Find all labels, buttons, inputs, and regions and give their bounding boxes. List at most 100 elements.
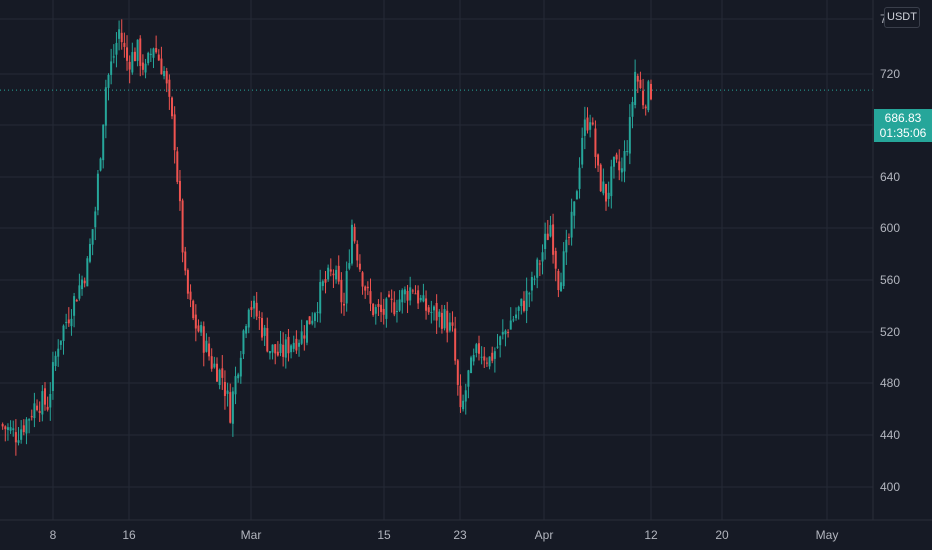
candle-body [573, 201, 576, 216]
candle-body [181, 200, 184, 253]
candle-body [245, 326, 248, 334]
candle-body [126, 47, 129, 61]
candle-body [300, 331, 303, 344]
candle-body [282, 344, 285, 357]
candle-body [75, 299, 78, 302]
candle-body [171, 97, 174, 117]
candle-body [472, 355, 475, 362]
candle-body [549, 225, 552, 237]
candle-body [305, 320, 308, 343]
candle-body [112, 56, 115, 58]
candle-body [239, 357, 242, 377]
candle-body [343, 303, 346, 306]
candle-body [139, 38, 142, 66]
candle-body [480, 356, 483, 358]
candle-body [9, 427, 12, 431]
candle-body [78, 285, 81, 299]
candle-body [419, 297, 422, 301]
candle-body [59, 340, 62, 345]
candle-body [218, 369, 221, 386]
candle-body [165, 71, 168, 84]
candle-body [626, 151, 629, 153]
candle-body [247, 309, 250, 328]
candle-body [390, 298, 393, 300]
candle-body [319, 282, 322, 314]
x-tick-label: 16 [122, 528, 136, 542]
candle-body [607, 192, 610, 199]
candle-body [308, 316, 311, 325]
candle-body [628, 117, 631, 154]
y-tick-label: 600 [880, 221, 900, 235]
candle-body [533, 278, 536, 280]
candle-body [499, 336, 502, 346]
candle-body [14, 432, 17, 443]
candle-body [377, 303, 380, 307]
candle-body [443, 309, 446, 329]
candle-body [88, 244, 91, 262]
x-tick-label: 12 [644, 528, 658, 542]
candle-body [33, 403, 36, 419]
y-tick-label: 720 [880, 67, 900, 81]
candle-body [25, 419, 28, 434]
candle-body [393, 302, 396, 315]
candle-body [372, 303, 375, 316]
candle-body [157, 54, 160, 61]
candle-body [86, 258, 89, 287]
candle-body [303, 335, 306, 339]
candle-body [509, 320, 512, 330]
candle-body [612, 156, 615, 167]
candle-body [562, 251, 565, 287]
candle-body [358, 263, 361, 270]
chart-grid [0, 0, 873, 520]
candle-body [155, 48, 158, 53]
candle-body [210, 356, 213, 369]
candle-body [120, 32, 123, 43]
candle-body [456, 360, 459, 385]
candle-body [284, 339, 287, 358]
candle-body [38, 410, 41, 414]
candle-body [552, 224, 555, 255]
candle-body [515, 314, 518, 319]
candle-body [258, 317, 261, 319]
candle-body [454, 328, 457, 361]
candle-body [634, 71, 637, 106]
candle-body [425, 298, 428, 311]
candle-body [414, 293, 417, 295]
candle-body [459, 385, 462, 408]
candle-body [118, 29, 121, 39]
candle-body [488, 356, 491, 367]
candle-body [266, 328, 269, 352]
candle-body [451, 322, 454, 326]
candle-body [160, 58, 163, 75]
candle-body [163, 70, 166, 77]
candle-body [91, 229, 94, 245]
candle-body [324, 279, 327, 283]
candle-body [46, 406, 49, 410]
candle-body [83, 280, 86, 284]
candle-body [22, 425, 25, 433]
candle-body [229, 392, 232, 423]
candle-body [73, 296, 76, 316]
candle-body [216, 363, 218, 382]
candle-body [30, 416, 33, 418]
currency-button[interactable]: USDT [884, 7, 920, 28]
candle-body [295, 338, 298, 351]
candle-body [329, 269, 332, 272]
current-price-badge: 686.83 01:35:06 [874, 109, 932, 142]
candle-body [133, 51, 136, 62]
candle-body [213, 363, 216, 368]
candle-body [110, 61, 113, 75]
candle-body [311, 320, 314, 324]
candle-body [570, 211, 573, 238]
current-price-label: 686.83 [884, 111, 922, 125]
candle-body [501, 331, 504, 335]
candle-body [41, 391, 44, 415]
candle-body [517, 306, 520, 311]
candle-body [650, 83, 652, 100]
candle-body [123, 42, 126, 47]
candle-body [107, 74, 110, 88]
candle-body [194, 314, 197, 329]
candle-body [327, 267, 330, 280]
x-tick-label: Apr [535, 528, 554, 542]
